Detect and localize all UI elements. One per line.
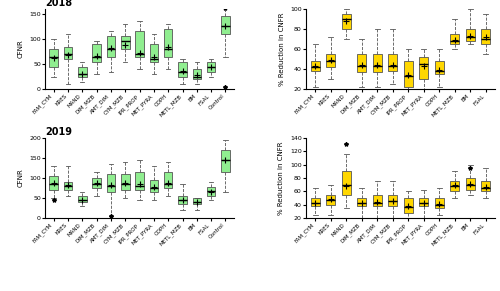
PathPatch shape [150,180,158,192]
PathPatch shape [372,54,382,72]
PathPatch shape [192,198,201,204]
PathPatch shape [388,195,398,206]
PathPatch shape [150,44,158,62]
PathPatch shape [404,61,413,87]
Y-axis label: % Reduction in CNFR: % Reduction in CNFR [278,141,284,215]
PathPatch shape [207,187,216,196]
PathPatch shape [450,34,460,44]
PathPatch shape [450,181,460,191]
Y-axis label: CFNR: CFNR [18,168,24,187]
PathPatch shape [164,172,172,188]
PathPatch shape [164,29,172,56]
PathPatch shape [135,31,144,56]
PathPatch shape [207,62,216,72]
PathPatch shape [434,61,444,74]
PathPatch shape [326,195,336,205]
PathPatch shape [372,195,382,206]
PathPatch shape [404,198,413,213]
PathPatch shape [481,181,490,191]
PathPatch shape [135,172,144,190]
PathPatch shape [92,178,101,188]
PathPatch shape [78,67,86,77]
PathPatch shape [221,150,230,172]
PathPatch shape [192,69,201,79]
PathPatch shape [92,44,101,62]
PathPatch shape [64,47,72,59]
Text: 2018: 2018 [45,0,72,8]
PathPatch shape [466,29,475,41]
PathPatch shape [481,29,490,44]
PathPatch shape [342,171,351,195]
PathPatch shape [342,14,351,29]
Text: 2019: 2019 [45,127,72,137]
PathPatch shape [388,54,398,71]
PathPatch shape [106,174,115,192]
PathPatch shape [178,62,187,77]
PathPatch shape [357,198,366,206]
PathPatch shape [310,61,320,71]
Y-axis label: % Reduction in CNFR: % Reduction in CNFR [278,12,284,86]
PathPatch shape [357,54,366,72]
PathPatch shape [419,198,428,206]
PathPatch shape [121,36,130,49]
PathPatch shape [419,57,428,79]
PathPatch shape [78,196,86,202]
PathPatch shape [310,198,320,206]
PathPatch shape [121,174,130,190]
PathPatch shape [50,176,58,190]
PathPatch shape [64,182,72,190]
PathPatch shape [221,16,230,34]
PathPatch shape [326,54,336,67]
PathPatch shape [466,178,475,190]
Y-axis label: CFNR: CFNR [18,40,24,58]
PathPatch shape [50,49,58,67]
PathPatch shape [434,198,444,208]
PathPatch shape [178,196,187,204]
PathPatch shape [106,36,115,56]
